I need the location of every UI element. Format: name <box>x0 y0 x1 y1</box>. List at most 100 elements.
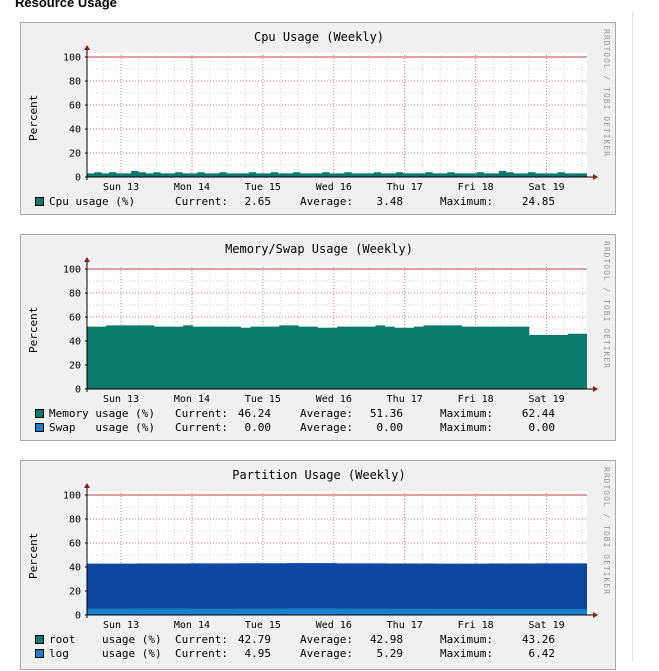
legend-average-label: Average: <box>300 421 353 434</box>
legend-current-label: Current: <box>175 633 228 646</box>
x-axis-arrow <box>593 612 598 618</box>
x-tick-label: Sat 19 <box>529 620 565 631</box>
series-area-0 <box>87 325 587 389</box>
y-axis-label: Percent <box>27 532 40 579</box>
y-tick-label: 80 <box>69 515 81 526</box>
y-tick-label: 0 <box>75 611 81 622</box>
legend-series-label: root usage (%) <box>49 633 162 646</box>
legend-current-value: 46.24 <box>237 407 271 420</box>
x-tick-label: Wed 16 <box>316 182 352 193</box>
x-tick-label: Fri 18 <box>458 394 494 405</box>
legend-swatch <box>35 649 44 658</box>
legend-series-label: log usage (%) <box>49 647 162 660</box>
x-tick-label: Sun 13 <box>103 620 139 631</box>
legend-current-value: 0.00 <box>244 421 272 434</box>
panel-title: Memory/Swap Usage (Weekly) <box>225 242 413 256</box>
x-tick-label: Sat 19 <box>529 394 565 405</box>
x-tick-label: Mon 14 <box>174 394 210 405</box>
x-tick-label: Tue 15 <box>245 394 281 405</box>
legend-average-label: Average: <box>300 407 353 420</box>
y-axis-arrow <box>84 483 90 488</box>
legend-average-label: Average: <box>300 195 353 208</box>
x-tick-label: Mon 14 <box>174 182 210 193</box>
y-axis-label: Percent <box>27 306 40 353</box>
legend-average-value: 3.48 <box>376 195 404 208</box>
partition-usage-chart: 0 20 40 60 80 100 Sun 13 Mon 14 Tue 15 Wed 16 Thu … <box>63 483 598 631</box>
y-tick-label: 40 <box>69 563 81 574</box>
legend-maximum-label: Maximum: <box>440 407 493 420</box>
y-tick-label: 40 <box>69 125 81 136</box>
legend-average-value: 0.00 <box>376 421 404 434</box>
legend-current-label: Current: <box>175 195 228 208</box>
plot-area <box>87 53 587 177</box>
legend-current-value: 42.79 <box>237 633 271 646</box>
x-tick-label: Sun 13 <box>103 182 139 193</box>
memory-swap-usage-panel: 0 20 40 60 80 100 Sun 13 Mon 14 Tue 15 Wed 16 Thu … <box>20 234 616 441</box>
x-tick-label: Sun 13 <box>103 394 139 405</box>
legend-current-label: Current: <box>175 421 228 434</box>
legend-series-label: Memory usage (%) <box>49 407 155 420</box>
x-tick-label: Mon 14 <box>174 620 210 631</box>
legend-average-value: 51.36 <box>369 407 403 420</box>
cpu-usage-chart: 0 20 40 60 80 100 Sun 13 Mon 14 Tue 15 Wed 16 Thu … <box>63 45 598 193</box>
legend-maximum-label: Maximum: <box>440 195 493 208</box>
y-tick-label: 100 <box>63 491 81 502</box>
legend-average-value: 42.98 <box>369 633 403 646</box>
x-axis-arrow <box>593 174 598 180</box>
x-tick-label: Thu 17 <box>387 394 423 405</box>
legend-swatch <box>35 635 44 644</box>
legend-maximum-value: 62.44 <box>521 407 555 420</box>
legend-maximum-value: 43.26 <box>521 633 555 646</box>
rrdtool-watermark: RRDTOOL / TOBI OETIKER <box>602 241 611 369</box>
legend-average-label: Average: <box>300 633 353 646</box>
partition-usage-panel: 0 20 40 60 80 100 Sun 13 Mon 14 Tue 15 Wed 16 Thu … <box>20 460 616 670</box>
legend-swatch <box>35 409 44 418</box>
y-tick-label: 20 <box>69 587 81 598</box>
x-axis-arrow <box>593 386 598 392</box>
rrdtool-watermark: RRDTOOL / TOBI OETIKER <box>602 29 611 157</box>
legend-current-value: 4.95 <box>244 647 272 660</box>
y-tick-label: 20 <box>69 361 81 372</box>
panel-title: Partition Usage (Weekly) <box>232 468 406 482</box>
legend-maximum-value: 0.00 <box>528 421 556 434</box>
x-tick-label: Wed 16 <box>316 620 352 631</box>
legend-maximum-label: Maximum: <box>440 633 493 646</box>
legend-current-label: Current: <box>175 407 228 420</box>
panel-title: Cpu Usage (Weekly) <box>253 30 385 44</box>
page-heading: Resource Usage <box>15 0 117 10</box>
x-tick-label: Sat 19 <box>529 182 565 193</box>
y-tick-label: 100 <box>63 265 81 276</box>
y-axis-arrow <box>84 257 90 262</box>
y-tick-label: 80 <box>69 77 81 88</box>
memory-swap-usage-chart: 0 20 40 60 80 100 Sun 13 Mon 14 Tue 15 Wed 16 Thu … <box>63 257 598 405</box>
x-tick-label: Thu 17 <box>387 620 423 631</box>
x-tick-label: Fri 18 <box>458 620 494 631</box>
cpu-usage-panel: 0 20 40 60 80 100 Sun 13 Mon 14 Tue 15 Wed 16 Thu … <box>20 22 616 215</box>
legend-maximum-label: Maximum: <box>440 647 493 660</box>
x-tick-label: Wed 16 <box>316 394 352 405</box>
y-tick-label: 80 <box>69 289 81 300</box>
legend-current-label: Current: <box>175 647 228 660</box>
legend-maximum-value: 24.85 <box>521 195 555 208</box>
y-tick-label: 100 <box>63 53 81 64</box>
legend-average-label: Average: <box>300 647 353 660</box>
y-tick-label: 60 <box>69 101 81 112</box>
legend-maximum-value: 6.42 <box>528 647 556 660</box>
y-tick-label: 0 <box>75 385 81 396</box>
legend-current-value: 2.65 <box>244 195 272 208</box>
legend-swatch <box>35 423 44 432</box>
y-tick-label: 40 <box>69 337 81 348</box>
series-area-0 <box>87 171 587 177</box>
legend-maximum-label: Maximum: <box>440 421 493 434</box>
x-tick-label: Tue 15 <box>245 182 281 193</box>
y-axis-arrow <box>84 45 90 50</box>
y-tick-label: 60 <box>69 539 81 550</box>
series-area-0 <box>87 563 587 615</box>
x-tick-label: Fri 18 <box>458 182 494 193</box>
rrdtool-watermark: RRDTOOL / TOBI OETIKER <box>602 467 611 595</box>
x-tick-label: Tue 15 <box>245 620 281 631</box>
page-divider <box>632 12 633 662</box>
legend-series-label: Swap usage (%) <box>49 421 155 434</box>
x-tick-label: Thu 17 <box>387 182 423 193</box>
legend-swatch <box>35 197 44 206</box>
